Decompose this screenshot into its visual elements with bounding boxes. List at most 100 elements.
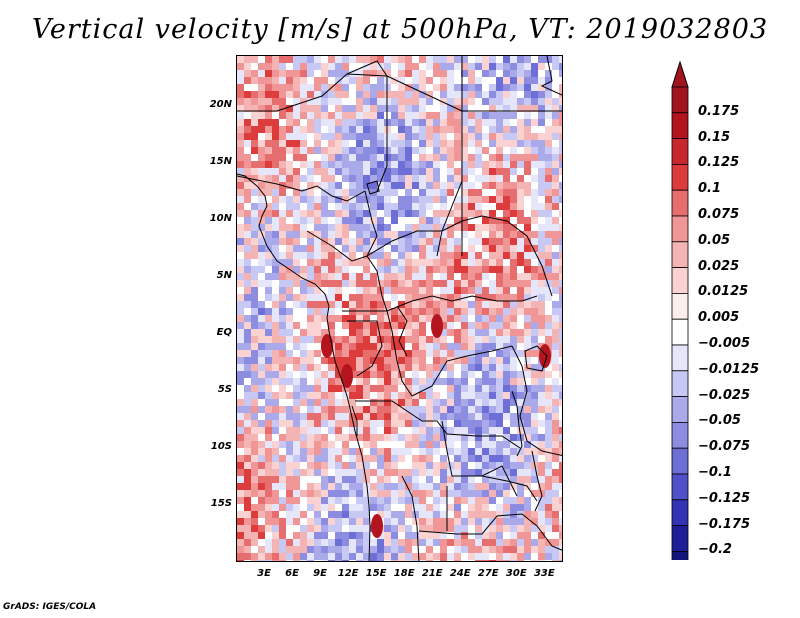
field-cell <box>489 189 497 197</box>
field-cell <box>265 63 273 71</box>
field-cell <box>482 350 490 358</box>
field-cell <box>258 154 266 162</box>
field-cell <box>510 112 518 120</box>
field-cell <box>419 154 427 162</box>
field-cell <box>419 91 427 99</box>
field-cell <box>454 294 462 302</box>
field-cell <box>265 217 273 225</box>
field-cell <box>293 105 301 113</box>
field-cell <box>258 119 266 127</box>
field-cell <box>244 560 252 561</box>
field-cell <box>328 259 336 267</box>
field-cell <box>538 427 546 435</box>
field-cell <box>517 287 525 295</box>
field-cell <box>265 203 273 211</box>
field-cell <box>272 154 280 162</box>
field-cell <box>489 280 497 288</box>
field-cell <box>503 210 511 218</box>
field-cell <box>279 252 287 260</box>
field-cell <box>447 336 455 344</box>
field-cell <box>440 217 448 225</box>
field-cell <box>517 525 525 533</box>
field-cell <box>377 392 385 400</box>
field-cell <box>552 371 560 379</box>
field-cell <box>321 553 329 561</box>
field-cell <box>552 133 560 141</box>
field-cell <box>510 385 518 393</box>
field-cell <box>377 532 385 540</box>
field-cell <box>433 483 441 491</box>
field-cell <box>314 245 322 253</box>
field-cell <box>559 252 562 260</box>
field-cell <box>496 336 504 344</box>
field-cell <box>398 420 406 428</box>
field-cell <box>524 91 532 99</box>
field-cell <box>433 231 441 239</box>
field-cell <box>258 406 266 414</box>
field-cell <box>489 413 497 421</box>
field-cell <box>272 259 280 267</box>
field-cell <box>363 273 371 281</box>
field-cell <box>510 560 518 561</box>
field-cell <box>300 378 308 386</box>
field-cell <box>328 560 336 561</box>
field-cell <box>321 91 329 99</box>
lat-tick-label: 10S <box>210 441 232 453</box>
field-cell <box>552 98 560 106</box>
field-cell <box>314 462 322 470</box>
field-cell <box>475 98 483 106</box>
field-cell <box>363 378 371 386</box>
field-cell <box>377 266 385 274</box>
field-cell <box>531 525 539 533</box>
field-cell <box>454 301 462 309</box>
field-cell <box>349 140 357 148</box>
field-cell <box>335 140 343 148</box>
field-cell <box>244 385 252 393</box>
field-cell <box>517 427 525 435</box>
field-cell <box>244 91 252 99</box>
field-cell <box>447 525 455 533</box>
field-cell <box>559 378 562 386</box>
field-cell <box>398 476 406 484</box>
field-cell <box>524 511 532 519</box>
field-cell <box>244 133 252 141</box>
field-cell <box>475 259 483 267</box>
field-cell <box>524 70 532 78</box>
field-cell <box>552 378 560 386</box>
field-cell <box>433 343 441 351</box>
field-cell <box>314 329 322 337</box>
field-cell <box>384 189 392 197</box>
field-cell <box>517 238 525 246</box>
field-cell <box>307 350 315 358</box>
field-cell <box>398 427 406 435</box>
field-cell <box>328 210 336 218</box>
field-cell <box>272 273 280 281</box>
field-cell <box>391 476 399 484</box>
field-cell <box>419 273 427 281</box>
field-cell <box>286 77 294 85</box>
field-cell <box>258 504 266 512</box>
field-cell <box>475 77 483 85</box>
field-cell <box>265 84 273 92</box>
field-cell <box>552 140 560 148</box>
field-cell <box>363 189 371 197</box>
field-cell <box>531 182 539 190</box>
field-cell <box>356 259 364 267</box>
field-cell <box>447 154 455 162</box>
field-cell <box>545 427 553 435</box>
field-cell <box>391 266 399 274</box>
field-cell <box>251 413 259 421</box>
field-cell <box>503 497 511 505</box>
field-cell <box>265 329 273 337</box>
field-cell <box>468 455 476 463</box>
field-cell <box>272 483 280 491</box>
lon-tick-label: 24E <box>449 568 471 579</box>
field-cell <box>314 273 322 281</box>
field-cell <box>237 420 245 428</box>
field-cell <box>377 56 385 64</box>
field-cell <box>468 266 476 274</box>
field-cell <box>356 231 364 239</box>
field-cell <box>412 119 420 127</box>
field-cell <box>391 462 399 470</box>
field-cell <box>335 364 343 372</box>
